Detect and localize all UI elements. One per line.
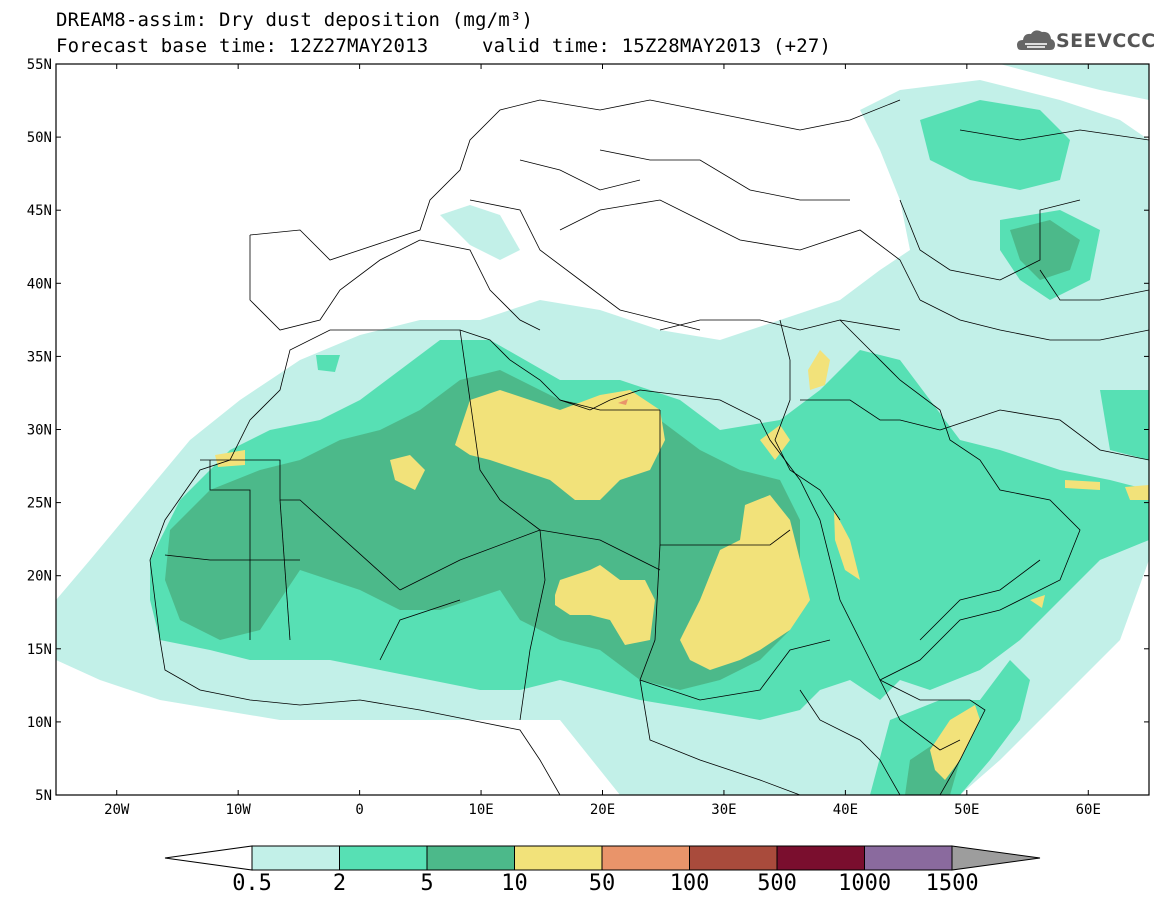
colorbar-label: 5 bbox=[420, 871, 434, 896]
forecast-base-time: Forecast base time: 12Z27MAY2013 bbox=[56, 35, 429, 57]
colorbar-box bbox=[251, 845, 340, 871]
cloud-icon bbox=[1017, 30, 1055, 50]
colorbar-box bbox=[339, 845, 428, 871]
colorbar-label: 2 bbox=[332, 871, 347, 896]
colorbar-low-arrow bbox=[164, 845, 253, 871]
lon-label: 40E bbox=[833, 802, 858, 818]
colorbar-label: 1500 bbox=[925, 871, 979, 896]
colorbar-label: 1000 bbox=[838, 871, 892, 896]
lat-label: 25N bbox=[27, 496, 52, 512]
lat-label: 30N bbox=[27, 423, 52, 439]
colorbar-box bbox=[864, 845, 953, 871]
colorbar-box bbox=[689, 845, 778, 871]
lat-label: 55N bbox=[27, 57, 52, 73]
lat-label: 5N bbox=[35, 788, 52, 804]
colorbar-box bbox=[601, 845, 690, 871]
colorbar-label: 100 bbox=[669, 871, 710, 896]
lat-label: 35N bbox=[27, 349, 52, 365]
lon-label: 10W bbox=[226, 802, 252, 818]
colorbar-box bbox=[776, 845, 865, 871]
colorbar-label: 0.5 bbox=[232, 871, 272, 896]
valid-time: valid time: 15Z28MAY2013 (+27) bbox=[482, 35, 832, 57]
colorbar-box bbox=[514, 845, 603, 871]
colorbar-high-arrow bbox=[951, 845, 1041, 871]
map-title: DREAM8-assim: Dry dust deposition (mg/m³… bbox=[56, 9, 534, 31]
lat-label: 20N bbox=[27, 569, 52, 585]
lat-label: 50N bbox=[27, 130, 52, 146]
lon-label: 20E bbox=[590, 802, 615, 818]
lat-label: 40N bbox=[27, 276, 52, 292]
lon-label: 30E bbox=[711, 802, 736, 818]
lon-label: 20W bbox=[104, 802, 130, 818]
colorbar-label: 50 bbox=[588, 871, 616, 896]
lon-label: 0 bbox=[355, 802, 363, 818]
colorbar-label: 500 bbox=[757, 871, 797, 896]
lat-label: 45N bbox=[27, 203, 52, 219]
logo-text: SEEVCCC bbox=[1056, 30, 1156, 52]
dust-field bbox=[56, 64, 1149, 795]
colorbar-label: 10 bbox=[501, 871, 528, 896]
lon-label: 10E bbox=[468, 802, 493, 818]
country-borders bbox=[149, 99, 1149, 795]
colorbar bbox=[164, 845, 1041, 871]
lon-label: 60E bbox=[1076, 802, 1101, 818]
lat-label: 10N bbox=[27, 715, 52, 731]
lon-label: 50E bbox=[954, 802, 979, 818]
lat-label: 15N bbox=[27, 642, 52, 658]
colorbar-box bbox=[426, 845, 515, 871]
